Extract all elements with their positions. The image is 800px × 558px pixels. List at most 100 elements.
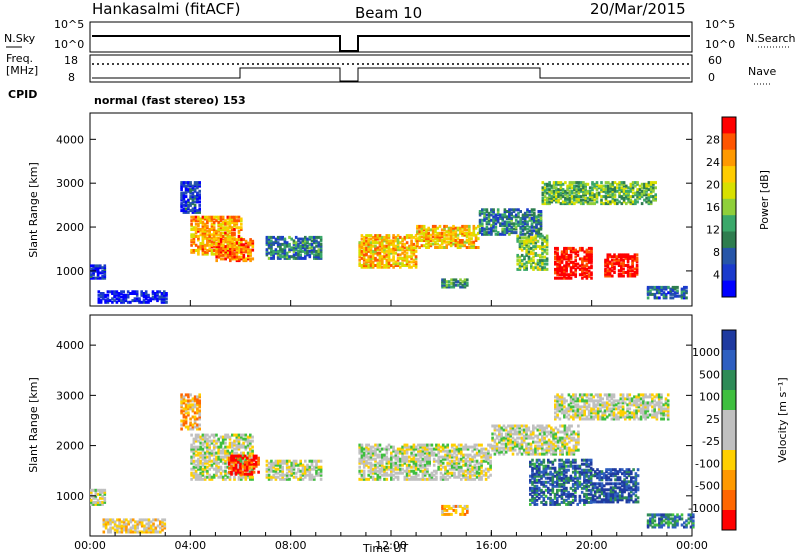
- heatmap-cell: [213, 221, 216, 224]
- heatmap-cell: [532, 252, 535, 255]
- heatmap-cell: [445, 244, 448, 247]
- heatmap-cell: [480, 460, 483, 463]
- heatmap-cell: [145, 523, 148, 526]
- heatmap-cell: [523, 435, 526, 438]
- heatmap-cell: [503, 443, 506, 446]
- heatmap-cell: [616, 199, 619, 202]
- heatmap-cell: [246, 473, 249, 476]
- heatmap-cell: [233, 448, 236, 451]
- heatmap-cell: [122, 290, 125, 293]
- heatmap-cell: [306, 464, 309, 467]
- heatmap-cell: [534, 441, 537, 444]
- heatmap-cell: [363, 236, 366, 239]
- heatmap-cell: [367, 264, 370, 267]
- heatmap-cell: [270, 476, 273, 479]
- heatmap-cell: [311, 236, 314, 239]
- heatmap-cell: [462, 454, 465, 457]
- heatmap-cell: [279, 243, 282, 246]
- heatmap-cell: [570, 405, 573, 408]
- heatmap-cell: [229, 436, 232, 439]
- heatmap-cell: [302, 464, 305, 467]
- heatmap-cell: [461, 239, 464, 242]
- heatmap-cell: [415, 454, 418, 457]
- heatmap-cell: [367, 238, 370, 241]
- heatmap-cell: [504, 228, 507, 231]
- colorbar-tick-label: 4: [713, 269, 720, 282]
- heatmap-cell: [526, 231, 529, 234]
- heatmap-cell: [578, 195, 581, 198]
- heatmap-cell: [180, 428, 183, 431]
- heatmap-cell: [197, 228, 200, 231]
- heatmap-cell: [419, 444, 422, 447]
- heatmap-cell: [589, 202, 592, 205]
- heatmap-cell: [546, 192, 549, 195]
- heatmap-cell: [224, 219, 227, 222]
- colorbar-swatch: [722, 117, 736, 134]
- heatmap-cell: [404, 450, 407, 453]
- heatmap-cell: [374, 478, 377, 481]
- heatmap-cell: [616, 255, 619, 258]
- heatmap-cell: [195, 235, 198, 238]
- heatmap-cell: [104, 294, 107, 297]
- heatmap-cell: [530, 453, 533, 456]
- heatmap-cell: [561, 431, 564, 434]
- heatmap-cell: [469, 446, 472, 449]
- heatmap-cell: [222, 216, 225, 219]
- heatmap-cell: [423, 225, 426, 228]
- heatmap-cell: [516, 263, 519, 266]
- heatmap-cell: [145, 290, 148, 293]
- colorbar-swatch: [722, 199, 736, 216]
- heatmap-cell: [249, 434, 252, 437]
- heatmap-cell: [445, 241, 448, 244]
- heatmap-cell: [446, 470, 449, 473]
- heatmap-cell: [410, 466, 413, 469]
- heatmap-cell: [392, 446, 395, 449]
- heatmap-cell: [189, 188, 192, 191]
- heatmap-cell: [361, 470, 364, 473]
- heatmap-cell: [453, 448, 456, 451]
- heatmap-cell: [222, 436, 225, 439]
- heatmap-cell: [466, 246, 469, 249]
- heatmap-cell: [415, 250, 418, 253]
- heatmap-cell: [632, 200, 635, 203]
- heatmap-cell: [674, 291, 677, 294]
- heatmap-cell: [451, 472, 454, 475]
- heatmap-cell: [477, 246, 480, 249]
- heatmap-cell: [518, 425, 521, 428]
- heatmap-cell: [654, 186, 657, 189]
- heatmap-cell: [457, 234, 460, 237]
- heatmap-cell: [388, 234, 391, 237]
- heatmap-cell: [404, 264, 407, 267]
- heatmap-cell: [195, 446, 198, 449]
- heatmap-cell: [609, 200, 612, 203]
- heatmap-cell: [180, 409, 183, 412]
- heatmap-cell: [487, 450, 490, 453]
- heatmap-cell: [495, 233, 498, 236]
- heatmap-cell: [541, 238, 544, 241]
- heatmap-cell: [213, 253, 216, 256]
- heatmap-cell: [161, 518, 164, 521]
- heatmap-cell: [208, 474, 211, 477]
- heatmap-cell: [528, 235, 531, 238]
- heatmap-cell: [541, 435, 544, 438]
- heatmap-cell: [233, 228, 236, 231]
- heatmap-cell: [157, 525, 160, 528]
- heatmap-cell: [509, 447, 512, 450]
- heatmap-cell: [625, 190, 628, 193]
- heatmap-cell: [242, 452, 245, 455]
- heatmap-cell: [165, 292, 168, 295]
- heatmap-cell: [546, 431, 549, 434]
- heatmap-cell: [508, 208, 511, 211]
- heatmap-cell: [636, 257, 639, 260]
- heatmap-cell: [130, 527, 133, 530]
- heatmap-cell: [541, 242, 544, 245]
- heatmap-cell: [252, 240, 255, 243]
- heatmap-cell: [468, 246, 471, 249]
- heatmap-cell: [229, 476, 232, 479]
- heatmap-cell: [647, 296, 650, 299]
- heatmap-cell: [609, 253, 612, 256]
- heatmap-cell: [503, 447, 506, 450]
- heatmap-cell: [279, 236, 282, 239]
- heatmap-cell: [478, 472, 481, 475]
